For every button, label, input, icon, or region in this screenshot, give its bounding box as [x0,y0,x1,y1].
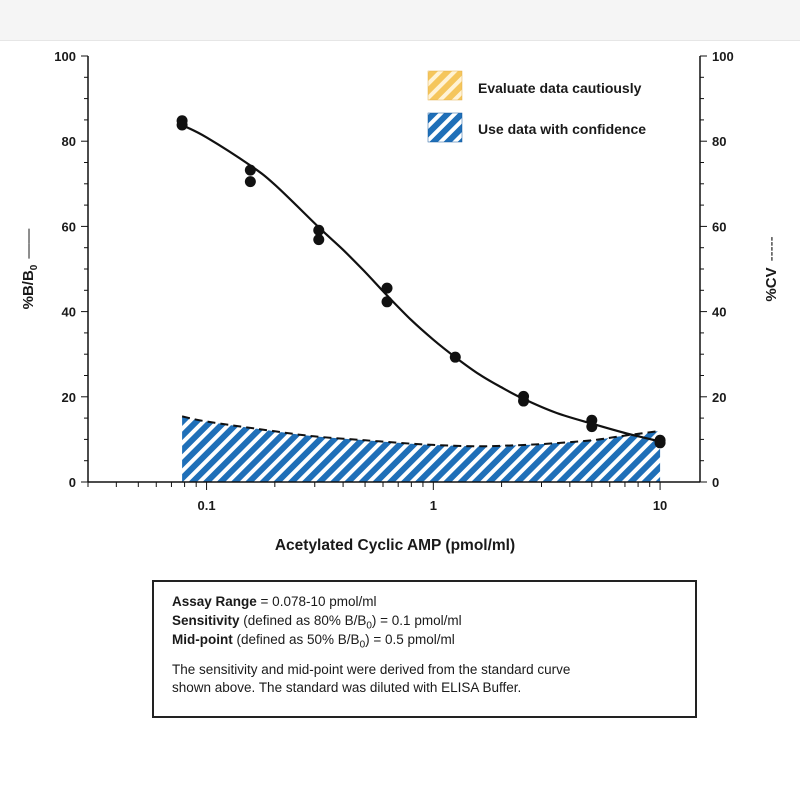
data-point [586,421,598,433]
cv-confidence-area [182,416,661,482]
top-bar [0,0,800,41]
standard-curve-line [181,124,661,443]
y-axis-right-title-text: %CV [763,267,780,301]
y-left-tick-label: 100 [54,49,76,64]
data-point [518,395,530,407]
sensitivity-label: Sensitivity [172,613,240,628]
y-axis-left-title: %B/B0 —— [20,229,40,310]
legend-swatch-caution [427,70,463,101]
midpoint-line: Mid-point (defined as 50% B/B0) = 0.5 pm… [172,630,677,651]
y-right-tick-label: 0 [712,475,719,490]
data-point [313,234,325,246]
legend-label-confidence: Use data with confidence [478,121,646,137]
y-left-tick-label: 0 [69,475,76,490]
assay-info-box: Assay Range = 0.078-10 pmol/ml Sensitivi… [152,580,697,718]
y-left-tick-label: 40 [62,305,76,320]
y-axis-right-title-line: ----- [763,236,780,261]
info-note: The sensitivity and mid-point were deriv… [172,661,677,697]
data-point [381,296,393,308]
y-right-tick-label: 60 [712,219,726,234]
legend-label-caution: Evaluate data cautiously [478,80,642,96]
data-point [381,282,393,294]
curve-layer [181,124,661,443]
midpoint-text-pre: (defined as 50% B/B [232,632,360,647]
y-right-tick-label: 100 [712,49,734,64]
x-tick-label: 10 [653,498,667,513]
sensitivity-line: Sensitivity (defined as 80% B/B0) = 0.1 … [172,611,677,632]
data-point [244,164,256,176]
y-right-tick-label: 40 [712,305,726,320]
x-tick-label: 0.1 [198,498,216,513]
y-axis-left-title-line: —— [20,229,37,259]
y-axis-left-title-text: %B/B [20,270,37,309]
assay-range-line: Assay Range = 0.078-10 pmol/ml [172,592,677,611]
cv-area-layer [181,415,661,482]
assay-range-value: = 0.078-10 pmol/ml [256,594,377,609]
data-point [176,119,188,131]
y-left-tick-label: 20 [62,390,76,405]
midpoint-label: Mid-point [172,632,233,647]
legend: Evaluate data cautiously Use data with c… [427,70,646,143]
y-axis-right-title: %CV ----- [763,236,780,301]
data-point [654,437,666,449]
y-axis-left-title-subscript: 0 [29,264,40,270]
assay-range-label: Assay Range [172,594,257,609]
standard-curve-chart: 0 0 20 20 40 40 60 60 80 80 100 100 0.1 1 10 Evaluate … [20,49,780,554]
x-axis-title: Acetylated Cyclic AMP (pmol/ml) [275,537,515,554]
info-note-line-2: shown above. The standard was diluted wi… [172,680,522,695]
axes: 0 0 20 20 40 40 60 60 80 80 100 100 0.1 1 10 [54,49,733,513]
y-right-tick-label: 80 [712,134,726,149]
midpoint-text-post: ) = 0.5 pmol/ml [365,632,455,647]
y-left-tick-label: 80 [62,134,76,149]
data-point [449,351,461,363]
data-point [244,176,256,188]
data-point [313,224,325,236]
cv-dashed-line [181,415,661,448]
legend-swatch-confidence [427,112,463,143]
info-note-line-1: The sensitivity and mid-point were deriv… [172,662,571,677]
sensitivity-text-pre: (defined as 80% B/B [239,613,367,628]
x-tick-label: 1 [430,498,437,513]
sensitivity-text-post: ) = 0.1 pmol/ml [371,613,462,628]
y-left-tick-label: 60 [62,219,76,234]
y-right-tick-label: 20 [712,390,726,405]
sensitivity-subscript: 0 [366,620,372,632]
points-layer [176,115,666,449]
midpoint-subscript: 0 [359,639,366,651]
